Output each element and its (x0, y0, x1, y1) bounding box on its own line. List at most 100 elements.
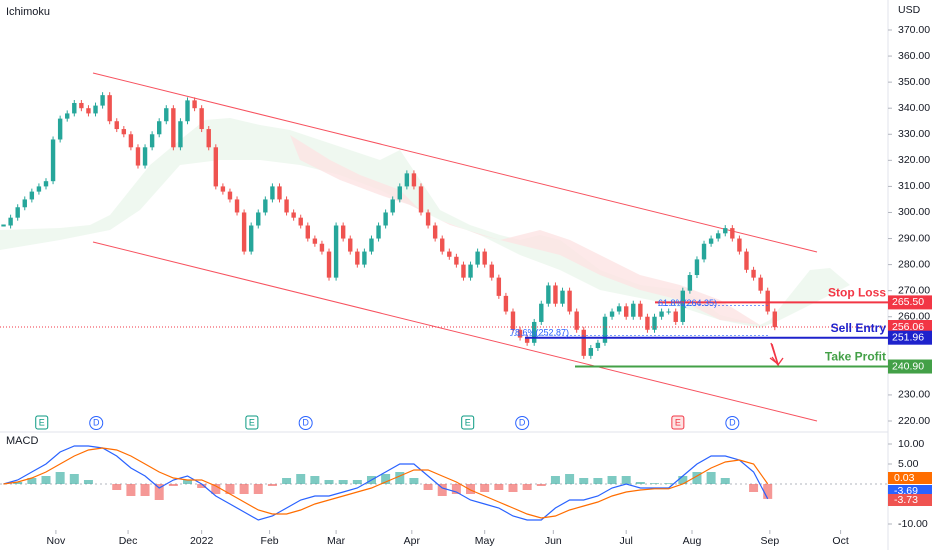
histogram-bar (381, 474, 391, 484)
histogram-bar (310, 476, 320, 484)
candle (185, 100, 190, 122)
y-tick-label: 230.00 (898, 389, 930, 401)
y-tick-label: 350.00 (898, 76, 930, 88)
x-tick-label: Oct (832, 535, 848, 547)
price-label-bg (888, 494, 932, 506)
y-tick-label: 5.00 (898, 458, 919, 470)
histogram-bar (239, 484, 249, 494)
candle (567, 290, 572, 312)
candle (234, 199, 240, 213)
candle (616, 306, 622, 312)
event-label: E (39, 417, 45, 427)
level-name: Stop Loss (828, 286, 886, 300)
chart-title: Ichimoku (6, 6, 50, 18)
candle (666, 311, 671, 313)
histogram-bar (41, 476, 51, 484)
candle (517, 329, 523, 338)
histogram-bar (607, 476, 617, 484)
candle (171, 108, 176, 148)
y-tick-label: 370.00 (898, 24, 930, 36)
price-label: 251.96 (892, 331, 924, 343)
candle (390, 199, 395, 213)
price-label-bg (888, 359, 932, 374)
candle (383, 212, 388, 226)
price-label: -3.73 (894, 494, 918, 506)
candle (72, 102, 77, 114)
y-tick-label: 310.00 (898, 180, 930, 192)
candle (277, 186, 282, 200)
histogram-bar (225, 484, 235, 494)
candle (128, 134, 134, 148)
event-icon (671, 415, 685, 430)
candle (687, 275, 693, 291)
histogram-bar (55, 472, 65, 484)
candle (411, 173, 417, 187)
candle (305, 225, 310, 239)
histogram-bar (183, 480, 193, 484)
event-label: D (519, 417, 526, 427)
event-icon (515, 416, 530, 430)
candle (65, 113, 70, 119)
candle (524, 337, 530, 343)
x-tick-label: Dec (119, 535, 138, 547)
event-icon (461, 415, 475, 430)
candle (206, 129, 211, 148)
y-tick-label: 320.00 (898, 154, 930, 166)
y-tick-label: 300.00 (898, 206, 930, 218)
y-tick-label: 340.00 (898, 102, 930, 114)
candle (348, 238, 353, 252)
candle (43, 181, 49, 187)
histogram-bar (635, 482, 645, 484)
candle (86, 108, 91, 114)
macd-line (3, 445, 769, 521)
x-tick-label: Sep (760, 535, 779, 547)
candle (418, 186, 424, 213)
histogram-bar (324, 480, 334, 484)
candle (503, 295, 509, 312)
candle (340, 225, 346, 239)
candle (326, 251, 332, 278)
event-icon (725, 416, 740, 430)
histogram-bar (522, 484, 532, 490)
y-tick-label: 10.00 (898, 438, 924, 450)
candle (482, 251, 487, 265)
candle (29, 191, 35, 200)
x-tick-label: Mar (327, 535, 346, 547)
event-label: E (465, 417, 471, 427)
candle (440, 238, 445, 252)
candle (694, 259, 700, 276)
candle (362, 251, 367, 265)
candle (178, 121, 183, 148)
candle (121, 129, 127, 135)
candle (772, 311, 777, 328)
candle (355, 251, 360, 265)
histogram-bar (494, 484, 504, 490)
histogram-bar (706, 472, 716, 484)
event-label: D (729, 417, 736, 427)
candle (574, 311, 579, 330)
candle (376, 225, 381, 239)
event-label: D (302, 417, 309, 427)
histogram-bar (565, 474, 575, 484)
candle (107, 95, 112, 122)
macd-title: MACD (6, 435, 38, 447)
histogram-bar (13, 482, 23, 484)
price-label-bg (888, 320, 932, 335)
level-name: Take Profit (825, 350, 886, 364)
candle (50, 139, 56, 182)
x-tick-label: Aug (683, 535, 702, 547)
x-tick-label: 2022 (190, 535, 214, 547)
candle (8, 217, 13, 226)
candle (15, 207, 20, 218)
candle (369, 238, 374, 252)
price-label: 265.50 (892, 296, 924, 308)
histogram-bar (763, 484, 773, 499)
histogram-bar (267, 484, 277, 486)
price-label-bg (888, 295, 932, 310)
price-label: 240.90 (892, 360, 924, 372)
currency: USD (898, 4, 921, 16)
histogram-bar (27, 478, 37, 484)
fib-label: 61.8%(264.35) (658, 298, 717, 308)
event-label: D (93, 417, 100, 427)
candle (256, 212, 261, 226)
